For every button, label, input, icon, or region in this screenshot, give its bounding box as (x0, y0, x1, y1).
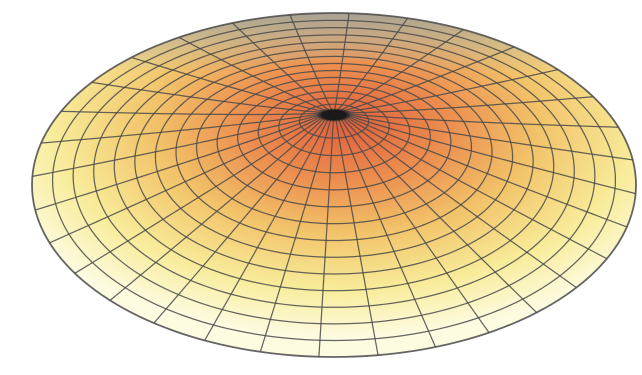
mesh-ring (278, 97, 390, 157)
mesh-spoke (232, 22, 330, 111)
mesh-spoke (347, 114, 636, 195)
mesh-spoke (153, 118, 327, 324)
mesh-spoke (339, 29, 464, 112)
mesh-ring (257, 90, 411, 174)
mesh-spoke (342, 46, 515, 112)
mesh-ring (175, 62, 493, 242)
mesh-spoke (35, 115, 321, 211)
mesh-ring (72, 26, 596, 325)
mesh-spoke (334, 13, 350, 111)
center-point (316, 108, 352, 122)
mesh-spoke (259, 119, 332, 352)
mesh-ring (195, 69, 473, 225)
mesh-spoke (342, 118, 538, 313)
mesh-spoke (289, 14, 333, 111)
mesh-spoke (340, 118, 490, 333)
mesh-spoke (109, 117, 325, 301)
mesh-spoke (345, 96, 594, 114)
mesh-spoke (74, 117, 323, 274)
mesh-spoke (344, 68, 559, 113)
mesh-spoke (338, 119, 437, 348)
mesh-spoke (347, 115, 628, 228)
mesh-spoke (204, 119, 329, 341)
mesh-spoke (347, 112, 619, 128)
mesh-ring (31, 12, 637, 358)
mesh-spoke (336, 17, 409, 111)
mesh-spoke (49, 116, 322, 244)
mesh-ring (134, 48, 534, 275)
mesh-spoke (335, 119, 379, 356)
mesh-spoke (346, 116, 608, 260)
mesh-spoke (41, 113, 321, 144)
mesh-ring (237, 83, 431, 191)
mesh-spoke (347, 113, 633, 161)
mesh-spoke (318, 119, 334, 357)
mesh-spoke (61, 110, 322, 116)
mesh-ring (154, 55, 514, 258)
mesh-ring (113, 41, 555, 292)
mesh-ring (93, 34, 575, 308)
mesh-spoke (131, 56, 325, 112)
angular-spokes (32, 13, 636, 357)
mesh-ring (51, 19, 617, 342)
mesh-spoke (32, 114, 321, 178)
mesh-ring (216, 76, 452, 208)
surface-fill (32, 13, 636, 357)
radial-rings (31, 12, 637, 358)
mesh-spoke (91, 81, 323, 113)
mesh-spoke (178, 36, 328, 112)
mesh-spoke (344, 117, 577, 289)
